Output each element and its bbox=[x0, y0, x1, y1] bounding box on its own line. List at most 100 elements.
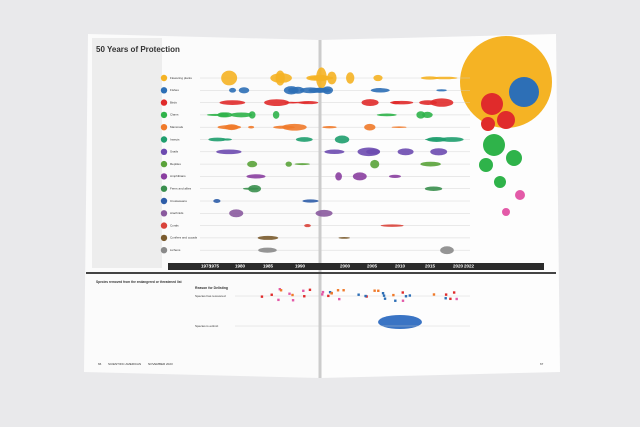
stream-blob bbox=[324, 149, 345, 155]
footer-right-page: 67 bbox=[540, 362, 544, 366]
delisting-diamond bbox=[338, 297, 341, 301]
stream-blob bbox=[416, 111, 426, 119]
row-icon bbox=[160, 74, 168, 82]
row-icon bbox=[160, 185, 168, 192]
delisting-diamond bbox=[327, 294, 330, 298]
row-icon bbox=[160, 173, 168, 180]
stream-blob bbox=[361, 99, 379, 107]
stream-blob bbox=[419, 100, 437, 105]
delisting-diamond bbox=[449, 297, 452, 301]
year-label: 1975 bbox=[209, 264, 220, 269]
stream-blob bbox=[291, 101, 309, 104]
stream-blob bbox=[420, 76, 439, 80]
stream-blob bbox=[380, 224, 404, 227]
stream-blob bbox=[338, 236, 350, 239]
fish-illustration bbox=[378, 315, 422, 329]
stream-blob bbox=[275, 70, 285, 86]
stream-blob bbox=[390, 100, 414, 105]
year-band bbox=[168, 263, 544, 270]
stream-blob bbox=[304, 224, 311, 228]
year-label: 2020 bbox=[453, 264, 464, 269]
delisting-diamond bbox=[342, 289, 345, 292]
delisting-diamond bbox=[364, 294, 367, 298]
stream-blob bbox=[294, 163, 310, 166]
delisting-diamond bbox=[452, 291, 456, 294]
delisting-diamond bbox=[270, 293, 273, 296]
delisting-diamond bbox=[401, 299, 405, 302]
delisting-diamond bbox=[288, 292, 291, 295]
delisting-diamond bbox=[321, 293, 324, 296]
row-icon bbox=[160, 136, 168, 143]
stream-blob bbox=[208, 137, 227, 142]
row-icon bbox=[160, 210, 168, 217]
stream-blob bbox=[217, 125, 242, 130]
stream-blob bbox=[322, 126, 337, 129]
row-label: Corals bbox=[170, 223, 179, 227]
row-label: Mammals bbox=[170, 125, 184, 129]
stream-blob bbox=[420, 161, 441, 167]
stream-blob bbox=[397, 148, 414, 156]
stream-blob bbox=[221, 70, 238, 86]
row-label: Flowering plants bbox=[170, 76, 192, 80]
year-label: 2015 bbox=[425, 264, 436, 269]
delisting-diamond bbox=[291, 299, 295, 302]
row-icon bbox=[160, 124, 168, 131]
stream-blob bbox=[257, 235, 279, 240]
delisting-diamond bbox=[394, 299, 397, 302]
row-label: Fishes bbox=[170, 88, 179, 92]
stream-blob bbox=[248, 111, 256, 119]
delisting-diamond bbox=[408, 294, 412, 297]
stream-blob bbox=[370, 88, 390, 93]
stream-blob bbox=[424, 186, 443, 191]
stream-blob bbox=[246, 174, 266, 179]
stream-blob bbox=[430, 98, 454, 107]
row-icon bbox=[160, 222, 168, 229]
stream-blob bbox=[436, 89, 447, 92]
stream-blob bbox=[272, 110, 280, 119]
delisting-diamond bbox=[381, 292, 385, 295]
delisting-diamond bbox=[455, 297, 458, 301]
stream-blob bbox=[285, 161, 292, 167]
year-label: 2005 bbox=[367, 264, 378, 269]
bubble-red bbox=[497, 111, 515, 129]
delisting-diamond bbox=[336, 289, 340, 292]
row-icon bbox=[160, 99, 168, 106]
stream-blob bbox=[229, 209, 244, 218]
stream-blob bbox=[314, 87, 326, 93]
stream-blob bbox=[366, 149, 380, 155]
row-label: Lichens bbox=[170, 248, 181, 252]
stream-blob bbox=[376, 113, 397, 117]
stream-blob bbox=[430, 148, 448, 156]
year-label: 2000 bbox=[340, 264, 351, 269]
delisting-diamond bbox=[308, 288, 312, 292]
stream-blob bbox=[388, 174, 402, 179]
row-label: Crustaceans bbox=[170, 199, 187, 203]
note-title: Species removed from the endangered or t… bbox=[96, 280, 182, 284]
stream-blob bbox=[352, 172, 367, 181]
year-label: 1985 bbox=[263, 264, 274, 269]
bubble-green bbox=[483, 134, 505, 156]
stream-blob bbox=[216, 149, 242, 155]
year-label: 2010 bbox=[395, 264, 406, 269]
row-label: Birds bbox=[170, 100, 177, 104]
delisting-diamond bbox=[260, 295, 264, 298]
bubble-red bbox=[481, 93, 503, 115]
stream-blob bbox=[219, 112, 233, 118]
stream-blob bbox=[219, 100, 246, 105]
stream-blob bbox=[229, 87, 237, 93]
stream-blob bbox=[335, 172, 342, 181]
stream-blob bbox=[282, 123, 307, 131]
delisting-diamond bbox=[444, 293, 448, 296]
row-icon bbox=[160, 197, 168, 205]
row-icon bbox=[160, 87, 168, 94]
year-label: 1980 bbox=[235, 264, 246, 269]
row-label: Amphibians bbox=[170, 174, 186, 178]
row-label: Reptiles bbox=[170, 162, 181, 166]
row-label: Insects bbox=[170, 137, 180, 141]
delisting-diamond bbox=[382, 294, 386, 297]
year-label: 2022 bbox=[464, 264, 475, 269]
delisting-diamond bbox=[279, 289, 283, 292]
stream-blob bbox=[426, 136, 447, 143]
stream-blob bbox=[373, 74, 383, 82]
